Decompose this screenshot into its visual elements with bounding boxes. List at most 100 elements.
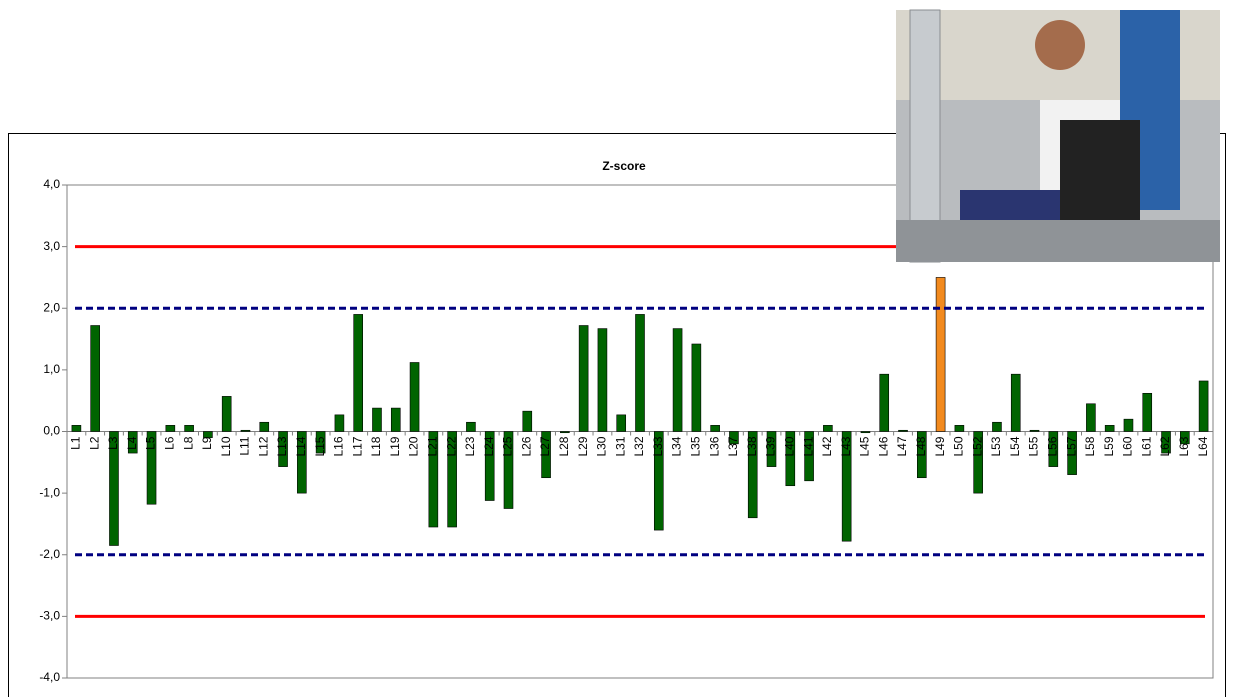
- bar: [1142, 392, 1153, 432]
- x-tick-label: L48: [914, 436, 928, 456]
- x-tick-label: L53: [989, 436, 1003, 456]
- x-tick-label: L46: [876, 436, 890, 456]
- x-tick-label: L45: [858, 436, 872, 456]
- bar: [841, 431, 852, 542]
- bar: [372, 407, 382, 432]
- x-tick-label: L2: [87, 436, 101, 450]
- y-tick-label: 4,0: [43, 177, 60, 191]
- bar: [259, 421, 270, 432]
- x-tick-label: L24: [482, 436, 496, 456]
- bar: [1198, 380, 1209, 432]
- x-tick-label: L18: [369, 436, 383, 456]
- bar: [353, 314, 363, 432]
- y-tick-label: -2,0: [39, 547, 60, 561]
- x-tick-label: L34: [670, 436, 684, 456]
- x-tick-label: L39: [764, 436, 778, 456]
- x-tick-label: L14: [294, 436, 308, 456]
- x-tick-label: L12: [256, 436, 270, 456]
- x-tick-label: L50: [952, 436, 966, 456]
- bar: [315, 431, 326, 454]
- x-tick-label: L4: [125, 436, 139, 450]
- bar: [71, 425, 82, 432]
- bar: [785, 431, 796, 487]
- x-tick-label: L17: [350, 436, 364, 456]
- bar: [447, 431, 457, 528]
- bar: [917, 431, 927, 479]
- x-tick-label: L47: [895, 436, 909, 456]
- x-tick-label: L27: [538, 436, 552, 456]
- x-tick-label: L28: [557, 436, 571, 456]
- x-tick-label: L33: [651, 436, 665, 456]
- x-tick-label: L40: [782, 436, 796, 456]
- bar: [653, 431, 664, 531]
- x-tick-label: L37: [726, 436, 740, 456]
- bar: [221, 396, 232, 432]
- x-tick-label: L15: [313, 436, 327, 456]
- y-tick-label: -4,0: [39, 670, 60, 684]
- bar: [804, 431, 814, 482]
- bar: [1010, 373, 1021, 432]
- x-tick-label: L3: [106, 436, 120, 450]
- x-tick-label: L22: [444, 436, 458, 456]
- chart-title: Z-score: [602, 159, 646, 173]
- bar: [484, 431, 495, 501]
- bar: [466, 421, 476, 432]
- bar: [1048, 431, 1059, 467]
- x-tick-label: L60: [1121, 436, 1135, 456]
- bar: [1161, 431, 1171, 454]
- bar: [954, 425, 965, 432]
- x-tick-label: L29: [576, 436, 590, 456]
- bar: [578, 325, 589, 432]
- photo: [896, 9, 1220, 263]
- bar: [560, 431, 570, 434]
- x-tick-label: L49: [933, 436, 947, 456]
- x-tick-label: L5: [144, 436, 158, 450]
- x-tick-label: L8: [181, 436, 195, 450]
- y-tick-label: 1,0: [43, 362, 60, 376]
- x-tick-label: L11: [238, 436, 252, 455]
- x-tick-label: L41: [801, 436, 815, 456]
- x-tick-label: L19: [388, 436, 402, 456]
- bar: [616, 414, 627, 432]
- bar: [240, 429, 251, 432]
- bar: [935, 277, 946, 432]
- x-tick-label: L56: [1045, 436, 1059, 456]
- x-tick-label: L25: [501, 436, 515, 456]
- bar: [710, 425, 720, 432]
- bar: [691, 343, 702, 432]
- x-tick-label: L42: [820, 436, 834, 456]
- x-tick-label: L21: [426, 436, 440, 456]
- x-tick-label: L10: [219, 436, 233, 456]
- x-tick-label: L43: [839, 436, 853, 456]
- bar: [146, 431, 157, 505]
- bar: [334, 414, 345, 432]
- x-tick-label: L57: [1064, 436, 1078, 456]
- x-tick-label: L62: [1158, 436, 1172, 456]
- bar: [973, 431, 983, 494]
- y-tick-label: 3,0: [43, 239, 60, 253]
- x-tick-label: L1: [69, 436, 83, 450]
- bar: [1123, 418, 1134, 432]
- bar: [1180, 431, 1190, 445]
- bar: [992, 421, 1002, 432]
- bar: [541, 431, 551, 479]
- y-tick-label: -3,0: [39, 609, 60, 623]
- y-tick-label: 0,0: [43, 424, 60, 438]
- bar: [522, 410, 533, 432]
- bar: [823, 425, 833, 432]
- bar: [297, 431, 307, 494]
- y-tick-label: 2,0: [43, 300, 60, 314]
- bar: [428, 431, 439, 528]
- x-tick-label: L59: [1102, 436, 1116, 456]
- bar: [635, 314, 645, 432]
- x-tick-label: L32: [632, 436, 646, 456]
- x-tick-label: L13: [275, 436, 289, 456]
- bar: [1067, 431, 1077, 475]
- bar: [879, 373, 890, 432]
- x-tick-label: L58: [1083, 436, 1097, 456]
- x-tick-label: L23: [463, 436, 477, 456]
- x-tick-label: L20: [407, 436, 421, 456]
- bar: [597, 328, 608, 432]
